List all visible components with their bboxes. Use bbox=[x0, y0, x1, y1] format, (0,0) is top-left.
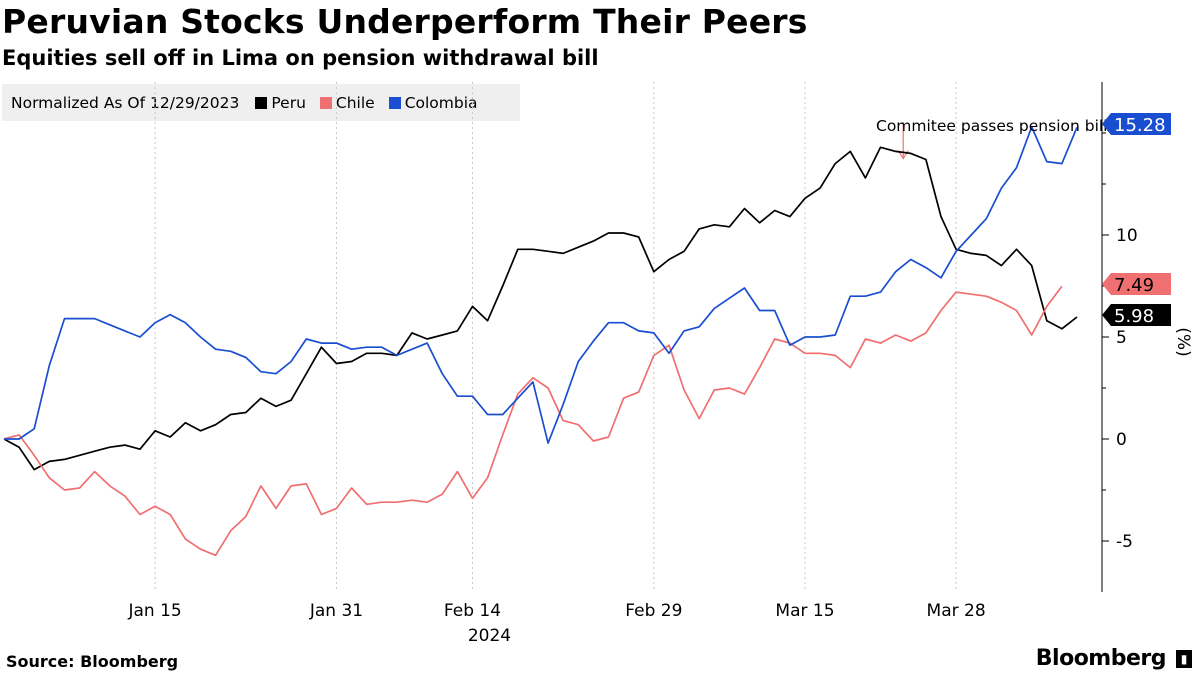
end-value-tag-chile bbox=[1102, 273, 1171, 295]
legend-swatch-chile bbox=[319, 96, 332, 109]
x-year-label: 2024 bbox=[468, 626, 511, 646]
x-tick-label: Jan 31 bbox=[309, 601, 363, 621]
bloomberg-terminal-icon: ▮ bbox=[1176, 650, 1192, 668]
legend-swatch-colombia bbox=[388, 96, 401, 109]
series-line-colombia bbox=[4, 126, 1078, 444]
legend-title: Normalized As Of 12/29/2023 bbox=[11, 93, 240, 112]
legend-label-colombia: Colombia bbox=[404, 93, 478, 112]
legend-item-peru: Peru bbox=[255, 94, 306, 112]
y-tick-label: 5 bbox=[1116, 328, 1127, 348]
end-value-label-peru: 5.98 bbox=[1114, 306, 1154, 327]
y-tick-label: 0 bbox=[1116, 430, 1127, 450]
end-value-label-chile: 7.49 bbox=[1114, 275, 1154, 296]
legend-item-colombia: Colombia bbox=[388, 93, 478, 112]
x-tick-label: Feb 14 bbox=[444, 601, 501, 621]
legend-label-chile: Chile bbox=[335, 93, 375, 112]
chart-subtitle: Equities sell off in Lima on pension wit… bbox=[2, 46, 599, 70]
legend-swatch-peru bbox=[255, 96, 268, 109]
end-value-tag-colombia bbox=[1102, 113, 1171, 135]
brand-logo: Bloomberg bbox=[1035, 646, 1167, 671]
x-tick-label: Mar 28 bbox=[927, 601, 986, 621]
legend: Normalized As Of 12/29/2023 Peru Chile C… bbox=[2, 84, 520, 121]
x-tick-label: Feb 29 bbox=[625, 601, 682, 621]
y-tick-label: 10 bbox=[1116, 226, 1138, 246]
source-note: Source: Bloomberg bbox=[6, 652, 179, 671]
series-line-chile bbox=[3, 285, 1063, 557]
x-tick-label: Jan 15 bbox=[128, 601, 182, 621]
legend-item-chile: Chile bbox=[319, 93, 375, 112]
x-tick-label: Mar 15 bbox=[775, 601, 834, 621]
series-line-peru bbox=[3, 146, 1078, 471]
chart-title: Peruvian Stocks Underperform Their Peers bbox=[2, 2, 808, 41]
legend-label-peru: Peru bbox=[271, 93, 306, 112]
end-value-label-colombia: 15.28 bbox=[1114, 115, 1166, 136]
annotation-text: Commitee passes pension bill bbox=[876, 117, 1108, 135]
y-axis-label: (%) bbox=[1173, 327, 1193, 356]
y-tick-label: -5 bbox=[1116, 532, 1133, 552]
end-value-tag-peru bbox=[1102, 304, 1171, 326]
